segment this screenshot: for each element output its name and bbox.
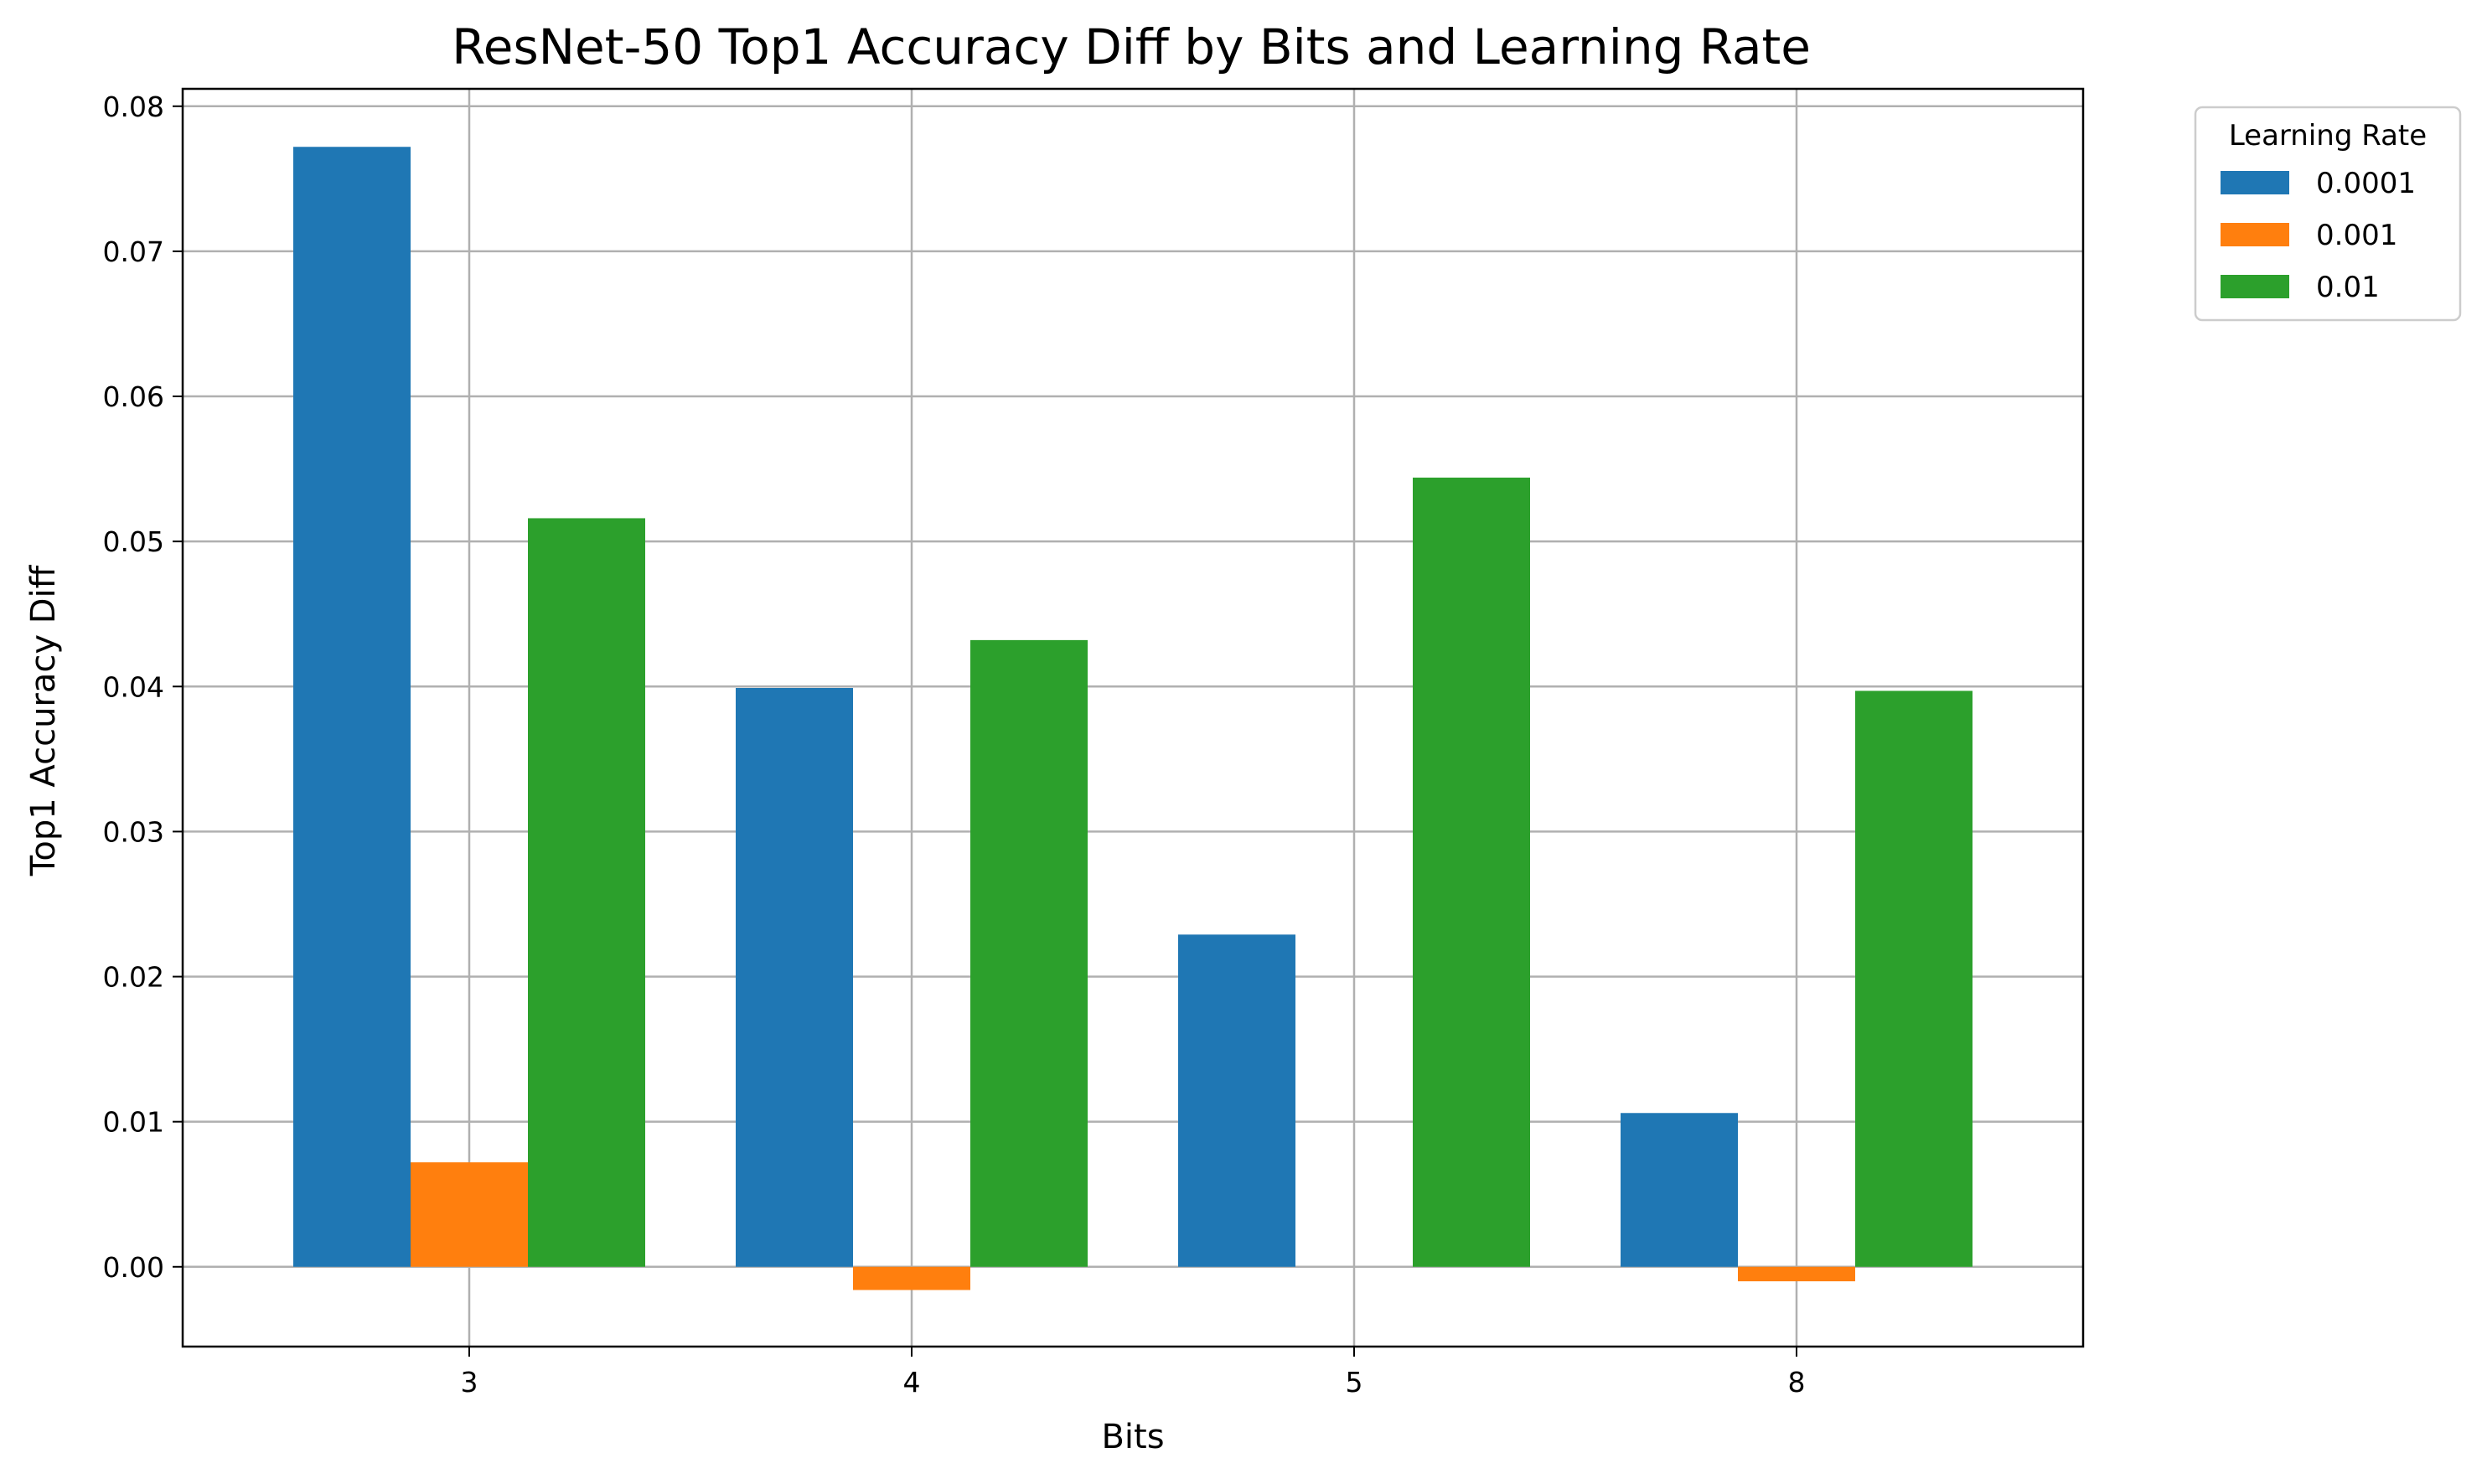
y-tick-label: 0.04 bbox=[103, 670, 164, 703]
legend-label: 0.01 bbox=[2316, 271, 2380, 304]
legend-title: Learning Rate bbox=[2229, 119, 2427, 153]
bar-0.01-bits-5 bbox=[1413, 477, 1530, 1267]
y-tick-label: 0.03 bbox=[103, 815, 164, 848]
legend-box bbox=[2194, 106, 2462, 322]
y-tick-label: 0.07 bbox=[103, 235, 164, 268]
y-tick-label: 0.06 bbox=[103, 380, 164, 413]
y-tick-label: 0.08 bbox=[103, 90, 164, 123]
bar-0.0001-bits-5 bbox=[1178, 934, 1295, 1267]
bar-0.0001-bits-8 bbox=[1621, 1113, 1738, 1267]
legend-swatch bbox=[2221, 171, 2289, 194]
chart-title: ResNet-50 Top1 Accuracy Diff by Bits and… bbox=[452, 18, 1811, 75]
bar-0.01-bits-3 bbox=[528, 518, 645, 1267]
bar-0.001-bits-4 bbox=[853, 1266, 970, 1290]
y-tick-label: 0.01 bbox=[103, 1106, 164, 1139]
tick-labels: 0.00 0.01 0.02 0.03 0.04 0.05 0.06 0.07 0.08 3 4 5 8 bbox=[103, 90, 1806, 1399]
y-tick-label: 0.05 bbox=[103, 525, 164, 558]
axes bbox=[173, 87, 2085, 1357]
bars bbox=[293, 147, 1973, 1290]
bar-0.0001-bits-4 bbox=[736, 688, 853, 1267]
legend-swatch bbox=[2221, 275, 2289, 298]
bar-0.01-bits-4 bbox=[970, 639, 1088, 1267]
legend-label: 0.001 bbox=[2316, 219, 2397, 252]
plot-frame bbox=[181, 87, 2085, 1348]
x-tick-label: 5 bbox=[1346, 1366, 1363, 1399]
x-tick-label: 4 bbox=[903, 1366, 921, 1399]
x-tick-label: 8 bbox=[1788, 1366, 1806, 1399]
bar-0.01-bits-8 bbox=[1855, 690, 1973, 1267]
y-axis-label: Top1 Accuracy Diff bbox=[24, 564, 63, 876]
x-tick-label: 3 bbox=[461, 1366, 478, 1399]
y-tick-label: 0.00 bbox=[103, 1251, 164, 1284]
grid-lines bbox=[183, 89, 2083, 1347]
bar-0.0001-bits-3 bbox=[293, 147, 411, 1267]
legend-swatch bbox=[2221, 223, 2289, 246]
legend-label: 0.0001 bbox=[2316, 167, 2416, 200]
x-axis-label: Bits bbox=[1101, 1418, 1164, 1456]
y-tick-label: 0.02 bbox=[103, 961, 164, 994]
bar-0.001-bits-3 bbox=[411, 1162, 528, 1267]
legend: Learning Rate 0.0001 0.001 0.01 bbox=[2194, 106, 2462, 322]
bar-0.001-bits-8 bbox=[1738, 1266, 1855, 1282]
